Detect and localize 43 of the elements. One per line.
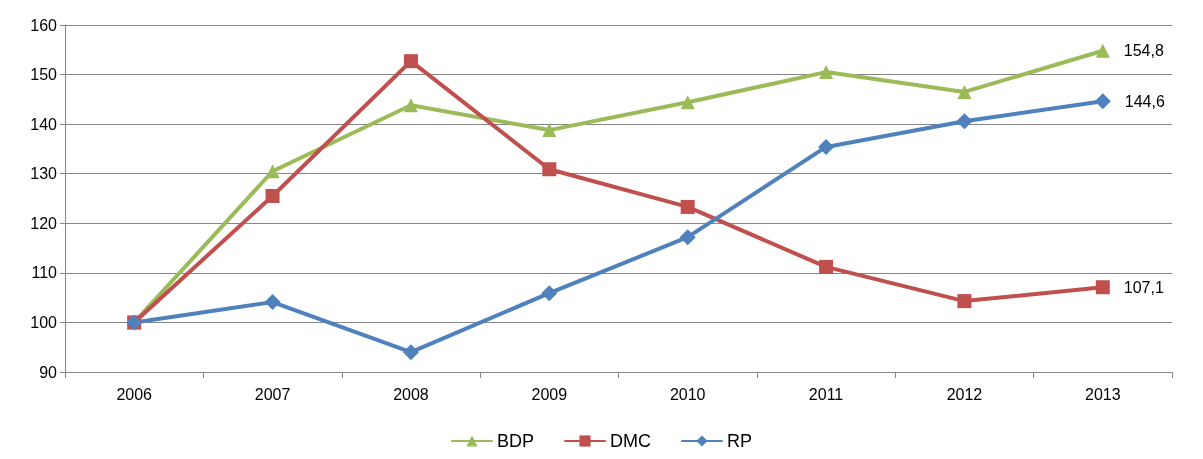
point	[1094, 93, 1111, 110]
data-label: 107,1	[1123, 278, 1164, 296]
x-tick-label: 2007	[254, 385, 291, 403]
point	[679, 229, 696, 246]
y-tick-label: 150	[30, 66, 58, 84]
legend-label: RP	[727, 431, 753, 451]
x-tick-label: 2008	[393, 385, 429, 403]
x-tick-label: 2010	[669, 385, 706, 403]
y-tick-label: 110	[31, 264, 58, 282]
point	[542, 123, 557, 138]
x-tick-label: 2013	[1085, 385, 1121, 403]
point	[1095, 43, 1110, 58]
x-tick-label: 2012	[946, 385, 983, 403]
y-tick-label: 120	[30, 214, 58, 232]
y-tick-label: 90	[39, 363, 58, 381]
x-tick-label: 2009	[531, 385, 568, 403]
point	[541, 285, 558, 302]
legend-label: DMC	[610, 431, 652, 451]
point	[402, 344, 419, 361]
y-tick-label: 160	[30, 16, 58, 34]
legend-label: BDP	[497, 431, 535, 451]
x-tick-label: 2011	[808, 385, 844, 403]
y-tick-label: 140	[30, 115, 58, 133]
point	[680, 199, 695, 214]
point	[818, 138, 835, 155]
point	[819, 65, 834, 80]
point	[957, 294, 972, 309]
data-label: 154,8	[1123, 42, 1164, 60]
data-label: 144,6	[1124, 92, 1165, 110]
point	[680, 95, 695, 110]
point	[819, 259, 834, 274]
point	[542, 162, 557, 177]
y-tick-label: 130	[30, 165, 58, 183]
point	[403, 98, 418, 113]
x-tick-label: 2006	[116, 385, 153, 403]
point	[265, 189, 280, 204]
point	[1095, 280, 1110, 295]
point	[956, 113, 973, 130]
point	[265, 164, 280, 179]
y-tick-label: 100	[30, 313, 58, 331]
point	[264, 294, 281, 311]
point	[403, 54, 418, 69]
point	[957, 84, 972, 99]
